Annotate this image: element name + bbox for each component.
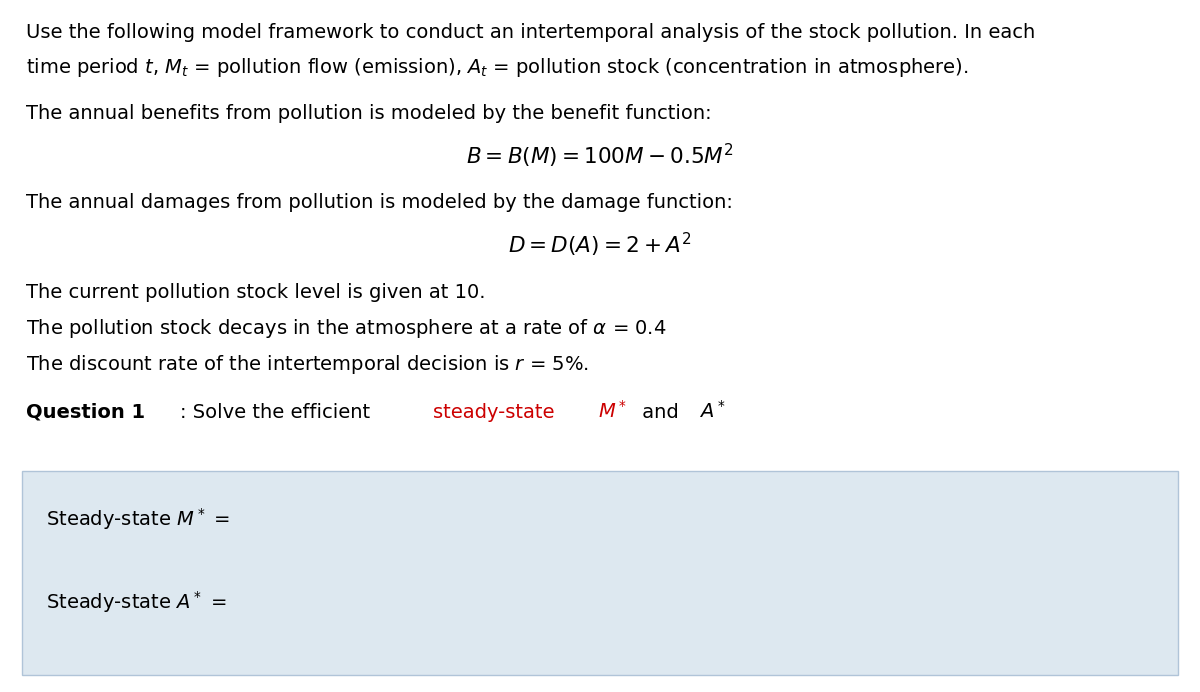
Text: $A^*$: $A^*$: [700, 400, 726, 422]
Text: Steady-state $M^*$ =: Steady-state $M^*$ =: [46, 507, 229, 532]
Text: and: and: [636, 403, 685, 422]
Text: The pollution stock decays in the atmosphere at a rate of $\alpha$ = 0.4: The pollution stock decays in the atmosp…: [26, 316, 667, 340]
Text: Steady-state $A^*$ =: Steady-state $A^*$ =: [46, 590, 226, 615]
Text: The current pollution stock level is given at 10.: The current pollution stock level is giv…: [26, 282, 486, 302]
Text: Question 1: Question 1: [26, 403, 145, 422]
Text: $M^*$: $M^*$: [599, 400, 628, 422]
Text: The annual damages from pollution is modeled by the damage function:: The annual damages from pollution is mod…: [26, 192, 733, 212]
Text: Use the following model framework to conduct an intertemporal analysis of the st: Use the following model framework to con…: [26, 23, 1036, 42]
Text: $D = D(A) = 2 + A^2$: $D = D(A) = 2 + A^2$: [508, 231, 692, 259]
Text: : Solve the efficient: : Solve the efficient: [180, 403, 377, 422]
Text: steady-state: steady-state: [433, 403, 562, 422]
Text: $B = B(M) = 100M - 0.5M^2$: $B = B(M) = 100M - 0.5M^2$: [466, 143, 734, 170]
Bar: [22, 471, 1178, 675]
Text: The annual benefits from pollution is modeled by the benefit function:: The annual benefits from pollution is mo…: [26, 104, 712, 123]
Text: The discount rate of the intertemporal decision is $r$ = 5%.: The discount rate of the intertemporal d…: [26, 352, 589, 376]
Text: time period $t$, $M_t$ = pollution flow (emission), $A_t$ = pollution stock (con: time period $t$, $M_t$ = pollution flow …: [26, 55, 968, 79]
